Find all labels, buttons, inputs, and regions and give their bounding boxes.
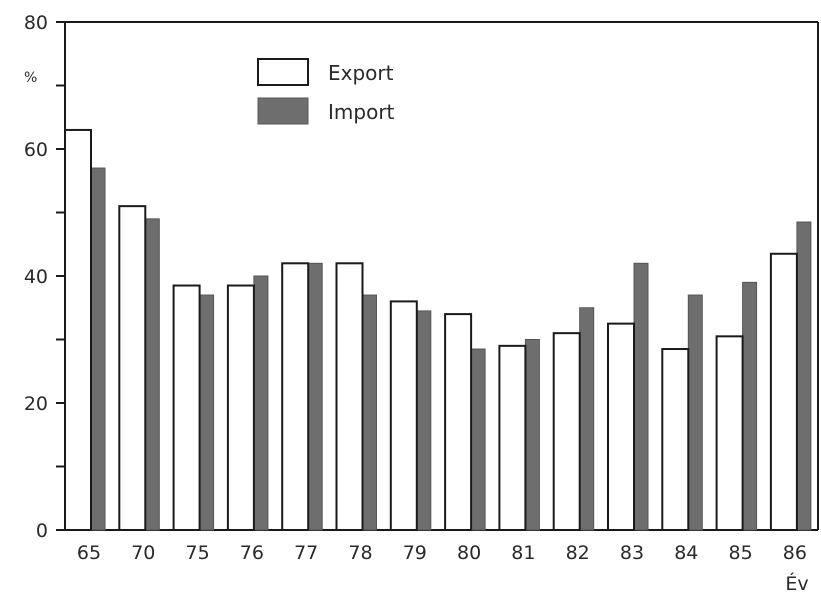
bar-import-65 xyxy=(90,167,106,531)
x-axis-unit-label: Év xyxy=(785,572,808,595)
bar-export-78 xyxy=(335,262,364,531)
bar-import-76 xyxy=(253,275,269,531)
y-tick-label: 60 xyxy=(24,139,48,161)
x-tick-label: 82 xyxy=(566,542,590,564)
bar-export-79 xyxy=(389,300,418,531)
y-tick-label: 40 xyxy=(24,266,48,288)
bar-import-85 xyxy=(742,281,758,531)
x-axis: 65 70 75 76 77 78 79 80 81 82 83 84 85 86 xyxy=(77,542,807,564)
x-tick-label: 78 xyxy=(348,542,372,564)
x-tick-label: 76 xyxy=(240,542,264,564)
legend-label-import: Import xyxy=(328,100,395,124)
bar-import-78 xyxy=(362,294,377,531)
bar-export-76 xyxy=(226,284,255,531)
y-tick-label: 0 xyxy=(36,520,48,542)
bar-export-80 xyxy=(444,313,473,531)
bar-import-80 xyxy=(470,348,486,531)
legend-swatch-export xyxy=(257,58,309,86)
x-tick-label: 80 xyxy=(457,542,481,564)
bar-import-70 xyxy=(144,218,160,531)
bar-import-75 xyxy=(199,294,215,531)
x-tick-label: 75 xyxy=(186,542,210,564)
y-unit-label: % xyxy=(24,70,37,86)
bar-export-83 xyxy=(607,322,635,531)
bar-export-84 xyxy=(661,348,690,531)
legend-label-export: Export xyxy=(328,61,394,85)
x-tick-label: 84 xyxy=(674,542,698,564)
x-tick-label: 86 xyxy=(783,542,807,564)
bar-export-75 xyxy=(172,284,201,531)
bar-import-79 xyxy=(416,310,432,531)
bar-import-81 xyxy=(524,339,540,531)
bar-import-83 xyxy=(633,262,649,531)
x-tick-label: 70 xyxy=(131,542,155,564)
y-tick-label: 80 xyxy=(24,12,48,34)
x-tick-label: 79 xyxy=(403,542,427,564)
bar-import-77 xyxy=(307,262,323,531)
bar-export-77 xyxy=(281,262,310,531)
bar-export-65 xyxy=(64,128,92,531)
bar-import-86 xyxy=(796,221,812,531)
bar-import-82 xyxy=(579,307,595,531)
bar-export-81 xyxy=(498,344,527,531)
x-tick-label: 85 xyxy=(729,542,753,564)
bar-export-82 xyxy=(552,332,581,531)
x-tick-label: 65 xyxy=(77,542,101,564)
bars xyxy=(64,128,812,532)
bar-export-70 xyxy=(118,205,147,531)
y-tick-label: 20 xyxy=(24,393,48,415)
bar-export-86 xyxy=(769,252,798,531)
x-tick-label: 83 xyxy=(620,542,644,564)
x-tick-label: 77 xyxy=(294,542,318,564)
bar-export-85 xyxy=(715,335,744,532)
bar-import-84 xyxy=(687,294,703,531)
legend: Export Import xyxy=(257,58,395,125)
x-tick-label: 81 xyxy=(511,542,535,564)
legend-swatch-import xyxy=(257,97,309,125)
y-axis: 0 20 40 60 80 xyxy=(24,12,65,542)
